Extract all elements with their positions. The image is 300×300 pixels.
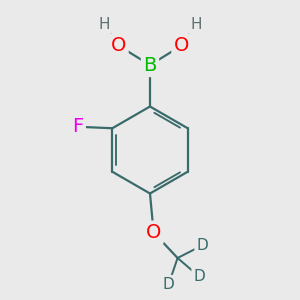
Text: O: O [146, 223, 161, 242]
Text: D: D [193, 269, 205, 284]
Text: D: D [163, 277, 175, 292]
Text: O: O [174, 36, 189, 55]
Text: H: H [98, 17, 110, 32]
Text: B: B [143, 56, 157, 75]
Text: F: F [72, 117, 83, 136]
Text: O: O [111, 36, 126, 55]
Text: H: H [190, 17, 202, 32]
Text: D: D [196, 238, 208, 253]
